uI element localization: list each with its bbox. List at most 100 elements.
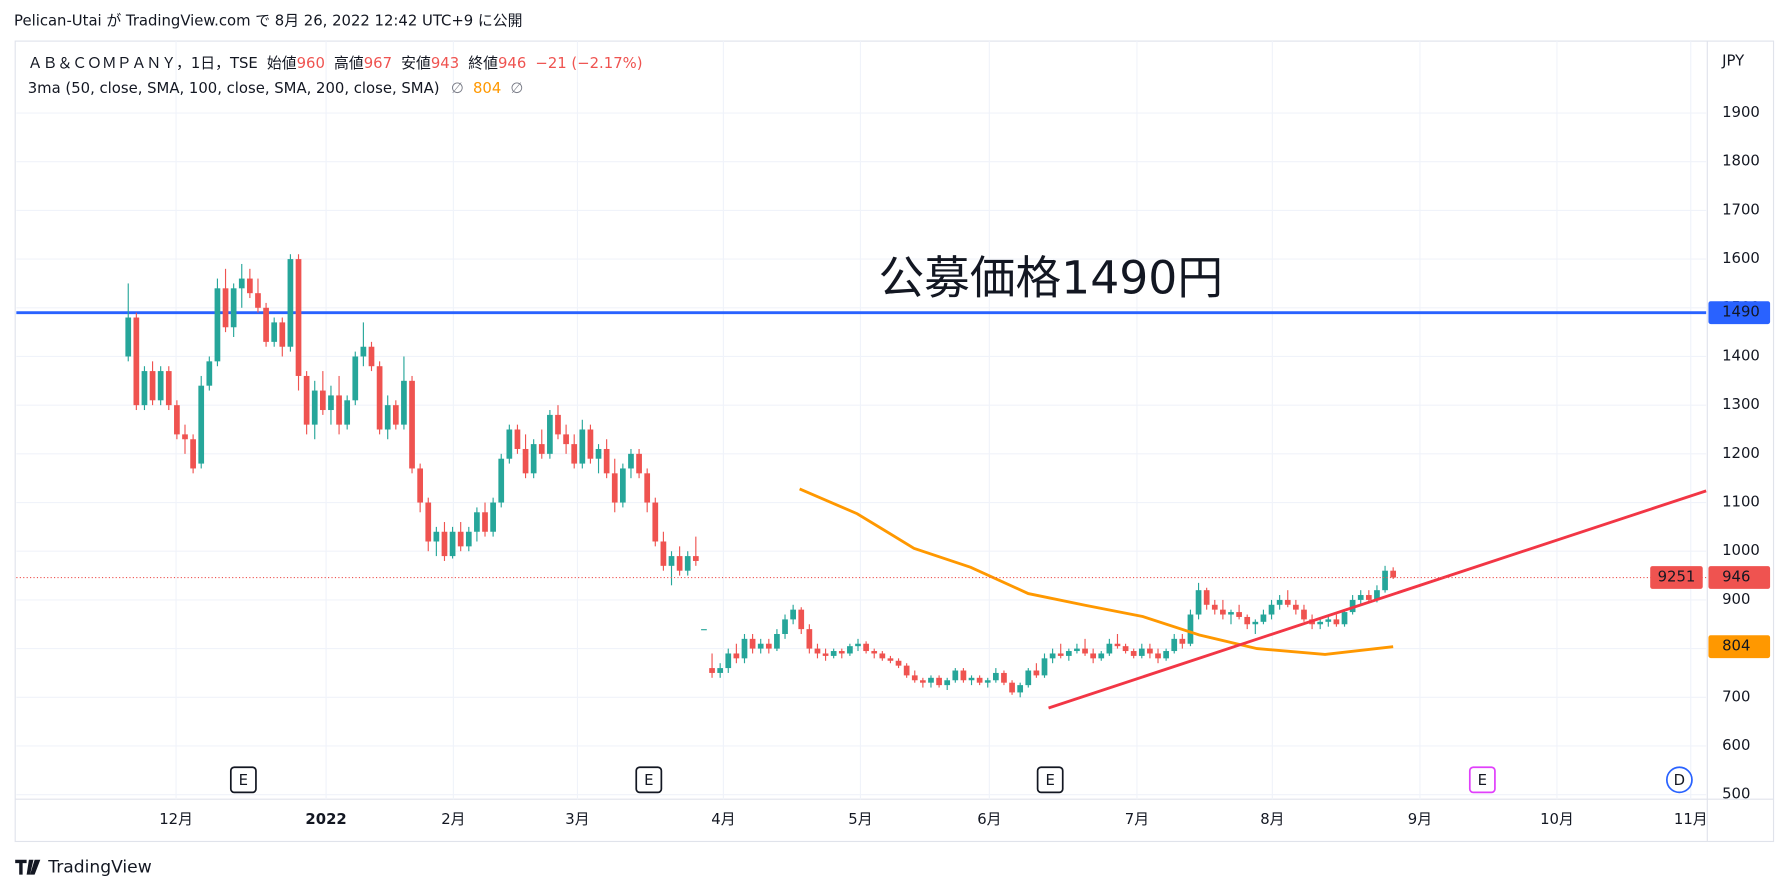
candle-body: [490, 502, 496, 532]
y-tick-label: 600: [1722, 737, 1750, 754]
candle-body: [425, 502, 432, 542]
event-label: D: [1674, 772, 1685, 789]
candle-body: [1349, 599, 1356, 613]
event-marker: [229, 766, 257, 794]
candle-body: [814, 648, 821, 654]
candle-body: [449, 531, 456, 557]
currency: JPY: [1721, 53, 1745, 70]
candle-body: [360, 346, 367, 357]
candle-body: [279, 322, 286, 347]
ma-name: 3ma (50, close, SMA, 100, close, SMA, 20…: [28, 80, 440, 97]
y-tick-label: 1300: [1722, 396, 1760, 413]
candle-body: [498, 458, 505, 503]
candle-body: [303, 375, 310, 425]
event-label: E: [1478, 772, 1487, 789]
candle-body: [968, 677, 975, 681]
x-tick-label: 2月: [441, 811, 465, 828]
candle-body: [611, 473, 618, 503]
candle-body: [765, 643, 772, 649]
candle-body: [1390, 570, 1397, 578]
x-tick-label: 8月: [1260, 811, 1284, 828]
candle-body: [676, 556, 683, 571]
candle-body: [1260, 614, 1267, 622]
y-tick-label: 1600: [1722, 250, 1760, 267]
candle-body: [482, 512, 488, 532]
candle-body: [214, 288, 221, 362]
candle-body: [474, 512, 480, 532]
candle-body: [1098, 653, 1105, 659]
candle-body: [830, 651, 837, 656]
candle-body: [198, 385, 205, 464]
candle-body: [1082, 648, 1088, 654]
candle-body: [571, 444, 578, 464]
x-tick-label: 10月: [1540, 811, 1574, 828]
candle-body: [230, 288, 237, 328]
candle-body: [822, 653, 829, 656]
candle-body: [684, 556, 691, 571]
candle-body: [149, 371, 156, 401]
countdown: 9251: [1658, 569, 1696, 586]
candle-body: [417, 468, 423, 503]
candle-body: [336, 395, 342, 425]
chart-frame: [14, 40, 1775, 843]
candle-body: [847, 646, 853, 654]
event-label: E: [239, 772, 248, 789]
candle-body: [1357, 595, 1364, 600]
candle-body: [660, 541, 667, 566]
candle-body: [863, 643, 869, 652]
candle-body: [668, 556, 675, 566]
candle-body: [514, 429, 521, 449]
candle-body: [530, 444, 537, 474]
candle-body: [1106, 643, 1113, 654]
event-label: E: [1045, 772, 1054, 789]
candle-body: [328, 395, 334, 411]
candle-body: [984, 680, 991, 683]
x-tick-label: 9月: [1408, 811, 1432, 828]
candle-body: [352, 356, 359, 401]
candle-body: [141, 371, 148, 406]
candle-body: [1147, 648, 1153, 654]
price-tag-label: 804: [1722, 638, 1750, 655]
ohlc-label: 終値: [468, 55, 498, 72]
candle-body: [133, 317, 140, 406]
candle-body: [741, 638, 748, 659]
symbol: ＡＢ＆ＣＯＭＰＡＮＹ，1日，TSE: [28, 55, 258, 72]
price-tag: [1708, 301, 1771, 325]
published-note: Pelican-Utai が TradingView.com で 8月 26, …: [14, 13, 522, 30]
candle-body: [1001, 672, 1007, 683]
event-marker: [1036, 766, 1064, 794]
legend-ma: 3ma (50, close, SMA, 100, close, SMA, 20…: [28, 80, 524, 97]
x-tick-label: 3月: [565, 811, 589, 828]
y-tick-label: 1100: [1722, 494, 1760, 511]
candle-body: [725, 653, 732, 669]
footer-brand: TradingView: [47, 858, 151, 878]
candle-body: [1074, 648, 1080, 652]
candle-body: [441, 531, 448, 557]
candle-body: [855, 643, 861, 647]
candle-body: [392, 405, 399, 425]
y-tick-label: 1000: [1722, 542, 1760, 559]
candle-body: [457, 531, 464, 547]
candle-body: [174, 405, 180, 435]
x-tick-label: 2022: [305, 811, 346, 828]
candle-body: [1301, 609, 1307, 620]
candle-body: [579, 429, 586, 464]
candle-body: [1317, 621, 1324, 625]
ohlc-label: 始値: [267, 55, 297, 72]
candle-body: [1236, 612, 1242, 617]
candle-body: [1228, 612, 1234, 615]
change: −21 (−2.17%): [535, 55, 642, 72]
candle-body: [887, 658, 894, 661]
candle-body: [1374, 590, 1380, 600]
event-marker: [1468, 766, 1496, 794]
candle-body: [895, 660, 902, 666]
footer-logo: [15, 859, 41, 875]
event-label: E: [644, 772, 653, 789]
candle-body: [709, 668, 715, 673]
candle-body: [271, 322, 278, 342]
candle-body: [1017, 685, 1024, 693]
candle-body: [1203, 590, 1210, 605]
ma-value: 804: [473, 80, 501, 97]
candle-body: [928, 677, 934, 683]
candle-body: [587, 429, 594, 459]
